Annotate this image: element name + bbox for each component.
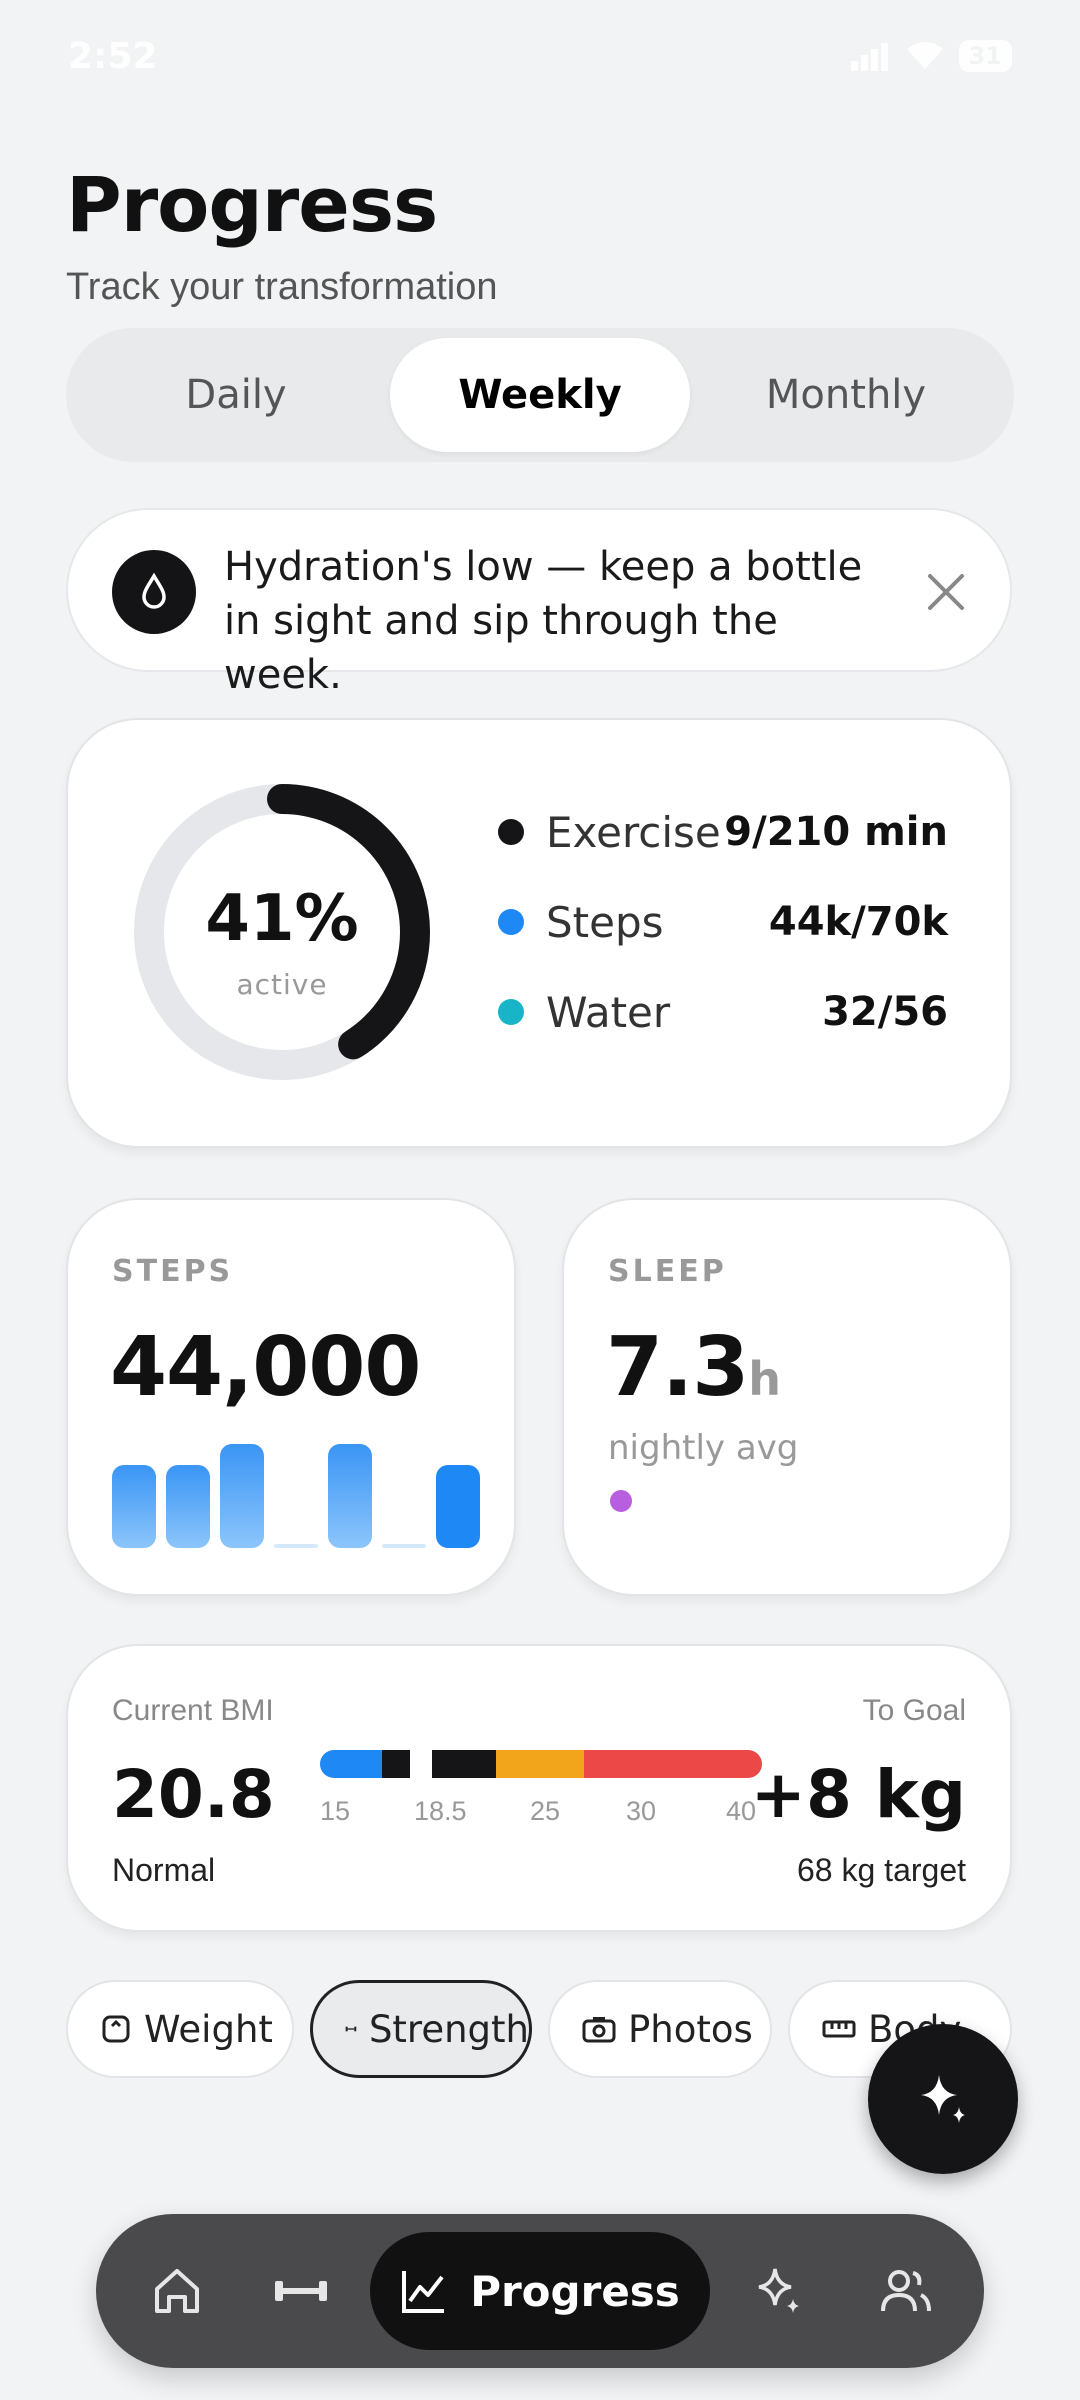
bmi-tick: 15 <box>320 1796 351 1826</box>
steps-card[interactable]: STEPS 44,000 <box>66 1198 516 1596</box>
nav-home[interactable] <box>144 2258 210 2324</box>
nav-progress-label: Progress <box>470 2266 680 2316</box>
bmi-scale-obese <box>584 1750 762 1778</box>
sparkle-icon <box>758 2268 799 2313</box>
steps-day-bar <box>112 1465 156 1548</box>
legend-label: Exercise <box>546 807 721 857</box>
chart-icon <box>402 2271 445 2313</box>
tab-daily[interactable]: Daily <box>185 372 287 418</box>
tab-monthly[interactable]: Monthly <box>765 372 927 418</box>
steps-dot <box>498 909 524 935</box>
legend-water: Water 32/56 <box>498 982 948 1042</box>
legend-value: 32/56 <box>822 989 948 1035</box>
legend-label: Water <box>546 987 671 1037</box>
activity-ring <box>134 784 430 1080</box>
camera-icon <box>582 2017 616 2043</box>
sleep-unit: h <box>748 1352 781 1406</box>
bmi-scale-normal <box>432 1750 496 1778</box>
activity-summary-card[interactable]: 41% active Exercise 9/210 min Steps 44k/… <box>66 718 1012 1148</box>
chip-photos[interactable]: Photos <box>548 1980 772 2078</box>
water-dot <box>498 999 524 1025</box>
ai-assistant-button[interactable] <box>868 2024 1018 2174</box>
sleep-value-wrap: 7.3h <box>606 1320 781 1415</box>
legend-value: 44k/70k <box>768 899 948 945</box>
bmi-tick: 18.5 <box>414 1796 467 1826</box>
steps-bar-chart <box>112 1438 480 1548</box>
bmi-scale-segment <box>382 1750 410 1778</box>
steps-day-bar <box>436 1465 480 1548</box>
bmi-scale-underweight <box>320 1750 382 1778</box>
bmi-tick: 40 <box>726 1796 757 1826</box>
steps-label: STEPS <box>112 1254 234 1289</box>
nav-progress[interactable]: Progress <box>370 2232 710 2350</box>
wifi-icon <box>906 42 943 69</box>
status-time: 2:52 <box>68 35 158 77</box>
home-icon <box>155 2269 199 2313</box>
close-icon[interactable] <box>924 570 968 614</box>
bmi-card[interactable]: Current BMI To Goal 20.8 Normal 15 18.5 … <box>66 1644 1012 1932</box>
page-title: Progress <box>66 160 438 249</box>
steps-day-bar <box>274 1544 318 1548</box>
activity-caption: active <box>236 968 328 1001</box>
goal-target: 68 kg target <box>797 1852 966 1888</box>
nav-workouts[interactable] <box>268 2258 334 2324</box>
goal-value: +8 kg <box>750 1756 966 1833</box>
chip-weight[interactable]: Weight <box>66 1980 294 2078</box>
legend-value: 9/210 min <box>724 809 948 855</box>
bmi-tick: 25 <box>530 1796 561 1826</box>
banner-message: Hydration's low — keep a bottle in sight… <box>224 544 863 698</box>
ruler-icon <box>822 2020 856 2038</box>
legend-steps: Steps 44k/70k <box>498 892 948 952</box>
tab-weekly[interactable]: Weekly <box>390 338 690 452</box>
signal-icon <box>850 43 888 71</box>
water-drop-icon <box>112 550 196 634</box>
steps-day-bar <box>166 1465 210 1548</box>
bmi-scale-overweight <box>496 1750 584 1778</box>
chip-strength[interactable]: Strength <box>310 1980 532 2078</box>
nav-ai[interactable] <box>746 2258 812 2324</box>
activity-percent: 41% <box>205 882 359 956</box>
chip-label: Photos <box>628 2007 753 2051</box>
bmi-value: 20.8 <box>112 1756 275 1833</box>
legend-exercise: Exercise 9/210 min <box>498 802 948 862</box>
battery-icon: 31 <box>958 40 1012 72</box>
steps-value: 44,000 <box>110 1320 421 1415</box>
dumbbell-icon <box>345 2026 357 2032</box>
scale-icon <box>102 2015 130 2043</box>
sleep-value: 7.3 <box>606 1320 749 1415</box>
bmi-category: Normal <box>112 1852 216 1888</box>
period-segmented-control: Daily Weekly Monthly <box>66 328 1014 462</box>
sleep-label: SLEEP <box>608 1254 727 1289</box>
sleep-card[interactable]: SLEEP 7.3h nightly avg <box>562 1198 1012 1596</box>
steps-day-bar <box>220 1444 264 1548</box>
sparkle-icon <box>921 2075 965 2123</box>
sleep-caption: nightly avg <box>608 1428 799 1468</box>
users-icon <box>881 2270 931 2312</box>
steps-day-bar <box>382 1544 426 1548</box>
chip-label: Strength <box>368 2007 529 2051</box>
dumbbell-icon <box>275 2281 327 2301</box>
goal-label: To Goal <box>862 1694 966 1727</box>
bottom-navigation: Progress <box>96 2214 984 2368</box>
steps-day-bar <box>328 1444 372 1548</box>
bmi-scale-ticks: 15 18.5 25 30 40 <box>320 1796 762 1832</box>
bmi-scale <box>320 1750 762 1778</box>
bmi-label: Current BMI <box>112 1694 274 1727</box>
sleep-indicator-dot <box>610 1490 632 1512</box>
status-bar: 2:52 31 <box>68 28 1012 84</box>
nav-community[interactable] <box>872 2258 938 2324</box>
legend-label: Steps <box>546 897 664 947</box>
chip-label: Weight <box>144 2007 273 2051</box>
bmi-tick: 30 <box>626 1796 657 1826</box>
hydration-banner: Hydration's low — keep a bottle in sight… <box>66 508 1012 698</box>
exercise-dot <box>498 819 524 845</box>
page-subtitle: Track your transformation <box>66 266 498 308</box>
bmi-marker <box>410 1750 432 1778</box>
